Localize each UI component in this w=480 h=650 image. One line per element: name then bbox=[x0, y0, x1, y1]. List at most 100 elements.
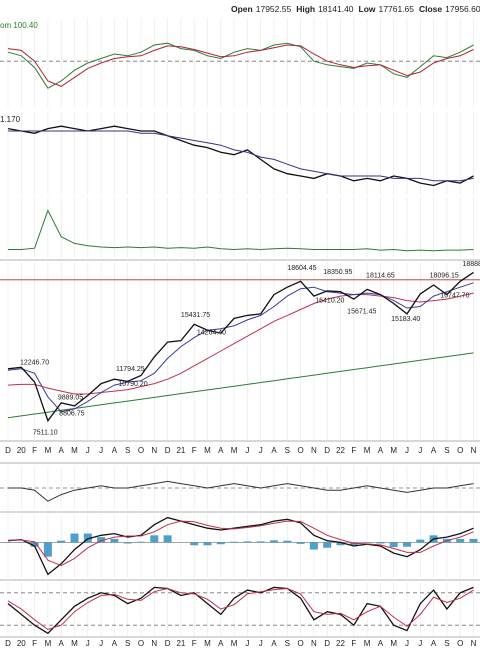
x-tick-label: J bbox=[86, 446, 90, 455]
header-value: 18141.40 bbox=[318, 4, 354, 14]
x-tick-label: D bbox=[324, 639, 330, 648]
x-tick-label: O bbox=[297, 639, 303, 648]
series-line bbox=[7, 516, 474, 576]
x-tick-label: S bbox=[125, 446, 130, 455]
series-line bbox=[8, 480, 474, 502]
x-tick-label: J bbox=[405, 446, 409, 455]
x-tick-label: M bbox=[45, 639, 52, 648]
price-annotation: 11794.25 bbox=[116, 366, 145, 373]
histogram-bar bbox=[309, 542, 318, 550]
x-tick-label: M bbox=[364, 639, 371, 648]
series-line bbox=[7, 42, 474, 89]
x-tick-label: F bbox=[32, 639, 37, 648]
x-tick-label: J bbox=[99, 446, 103, 455]
series-line bbox=[7, 282, 474, 413]
x-tick-label: F bbox=[351, 639, 356, 648]
histogram-bar bbox=[203, 542, 212, 546]
x-tick-label: D bbox=[165, 639, 171, 648]
histogram-bar bbox=[349, 542, 358, 546]
x-tick-label: S bbox=[125, 639, 130, 648]
x-tick-label: J bbox=[259, 639, 263, 648]
x-tick-label: M bbox=[71, 446, 78, 455]
price-annotation: 10790.20 bbox=[118, 381, 147, 388]
histogram-bar bbox=[456, 538, 465, 543]
x-tick-label: A bbox=[378, 639, 384, 648]
x-tick-label: N bbox=[311, 446, 317, 455]
x-tick-label: O bbox=[138, 639, 144, 648]
series-line bbox=[7, 271, 474, 423]
x-tick-label: M bbox=[71, 639, 78, 648]
header-key: Close bbox=[419, 4, 442, 14]
header-value: 17952.55 bbox=[256, 4, 292, 14]
histogram-bar bbox=[403, 542, 411, 547]
x-tick-label: M bbox=[390, 446, 397, 455]
histogram-bar bbox=[283, 540, 292, 543]
histogram-bar bbox=[163, 535, 172, 543]
histogram-bar bbox=[30, 542, 39, 547]
price-annotation: 18888 bbox=[462, 261, 480, 268]
x-tick-label: A bbox=[431, 446, 437, 455]
x-tick-label: N bbox=[471, 446, 477, 455]
x-tick-label: N bbox=[311, 639, 317, 648]
panel-label: 1.170 bbox=[0, 115, 21, 124]
x-tick-label: 22 bbox=[336, 639, 345, 648]
x-tick-label: A bbox=[431, 639, 437, 648]
x-tick-label: 20 bbox=[17, 639, 26, 648]
histogram-bar bbox=[296, 542, 305, 544]
x-tick-label: 20 bbox=[17, 446, 26, 455]
x-tick-label: F bbox=[351, 446, 356, 455]
histogram-bar bbox=[376, 542, 385, 544]
x-tick-label: M bbox=[231, 446, 238, 455]
x-tick-label: F bbox=[32, 446, 37, 455]
header-key: High bbox=[296, 4, 315, 14]
histogram-bar bbox=[336, 542, 345, 546]
x-tick-label: A bbox=[59, 639, 65, 648]
series-line bbox=[7, 586, 474, 635]
x-tick-label: A bbox=[218, 639, 224, 648]
histogram-bar bbox=[416, 539, 425, 543]
histogram-bar bbox=[97, 537, 106, 543]
x-tick-label: O bbox=[138, 446, 144, 455]
x-tick-label: A bbox=[59, 446, 65, 455]
x-tick-label: S bbox=[285, 639, 290, 648]
x-tick-label: S bbox=[444, 446, 449, 455]
x-tick-label: A bbox=[112, 639, 118, 648]
x-tick-label: D bbox=[324, 446, 330, 455]
histogram-bar bbox=[123, 542, 132, 544]
x-tick-label: J bbox=[86, 639, 90, 648]
panel-label: om 100.40 bbox=[0, 21, 38, 30]
series-line bbox=[8, 209, 474, 252]
x-tick-label: 21 bbox=[176, 639, 185, 648]
x-tick-label: A bbox=[218, 446, 224, 455]
x-tick-label: M bbox=[45, 446, 52, 455]
header-key: Open bbox=[231, 4, 253, 14]
x-tick-label: D bbox=[5, 639, 11, 648]
price-annotation: 16410.20 bbox=[315, 298, 344, 305]
x-tick-label: O bbox=[457, 639, 463, 648]
header-key: Low bbox=[359, 4, 376, 14]
x-tick-label: S bbox=[285, 446, 290, 455]
x-tick-label: J bbox=[99, 639, 103, 648]
series-line bbox=[7, 292, 474, 395]
price-annotation: 18114.65 bbox=[366, 272, 395, 279]
series-line bbox=[7, 520, 474, 567]
x-tick-label: M bbox=[390, 639, 397, 648]
histogram-bar bbox=[43, 542, 52, 557]
header-value: 17956.60 bbox=[445, 4, 480, 14]
histogram-bar bbox=[230, 541, 239, 543]
x-tick-label: A bbox=[271, 639, 277, 648]
x-tick-label: S bbox=[444, 639, 449, 648]
series-line bbox=[8, 130, 474, 182]
histogram-bar bbox=[256, 541, 265, 543]
x-tick-label: M bbox=[204, 446, 211, 455]
x-tick-label: D bbox=[165, 446, 171, 455]
histogram-bar bbox=[389, 542, 398, 548]
price-annotation: 15671.45 bbox=[347, 309, 376, 316]
x-tick-label: A bbox=[378, 446, 384, 455]
x-tick-label: J bbox=[245, 446, 249, 455]
ohlc-header: Open 17952.55 High 18141.40 Low 17761.65 Close… bbox=[231, 4, 480, 14]
price-annotation: 15183.40 bbox=[391, 316, 420, 323]
series-line bbox=[7, 587, 474, 631]
x-tick-label: 22 bbox=[336, 446, 345, 455]
